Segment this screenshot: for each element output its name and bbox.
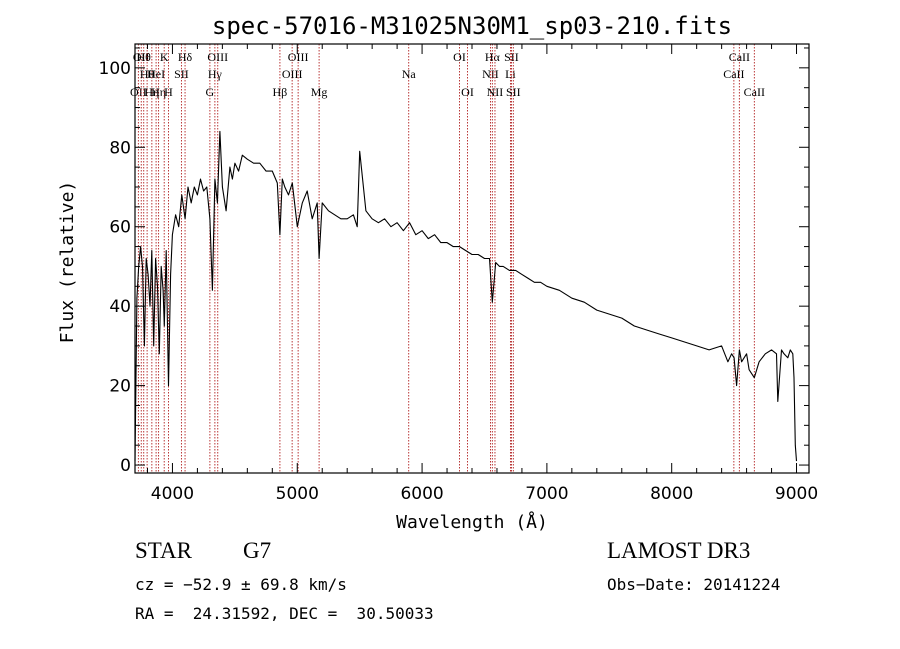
y-tick-label: 20: [109, 377, 131, 397]
obs-date-text: Obs−Date: 20141224: [607, 575, 781, 594]
coordinates-text: RA = 24.31592, DEC = 30.50033: [135, 604, 434, 623]
spectral-line-label: Hα: [485, 50, 501, 64]
spectral-line-label: CaII: [744, 85, 765, 99]
spectral-line-label: SII: [504, 50, 519, 64]
spectral-line-label: OI: [453, 50, 466, 64]
survey-name: LAMOST DR3: [607, 538, 751, 563]
spectral-line-label: Hθ: [140, 67, 155, 81]
object-subclass: G7: [243, 538, 272, 563]
spectral-line-label: Hγ: [208, 67, 223, 81]
spectral-line-label: OIII: [288, 50, 309, 64]
x-tick-label: 7000: [525, 484, 568, 504]
spectral-line-label: OII: [130, 85, 147, 99]
spectral-line-label: SII: [506, 85, 521, 99]
y-axis-label: Flux (relative): [57, 181, 78, 344]
x-tick-label: 6000: [400, 484, 443, 504]
plot-frame: [134, 43, 810, 474]
spectral-line-label: OII: [133, 50, 150, 64]
spectral-line-label: NII: [487, 85, 504, 99]
spectral-line-label: HeI: [147, 67, 165, 81]
x-tick-label: 8000: [650, 484, 693, 504]
spectral-line-label: Hβ: [273, 85, 288, 99]
spectral-line-label: OIII: [282, 67, 303, 81]
spectral-line-label: Hδ: [178, 50, 193, 64]
redshift-text: cz = −52.9 ± 69.8 km/s: [135, 575, 347, 594]
spectral-line-label: OI: [461, 85, 474, 99]
chart-title: spec-57016-M31025N30M1_sp03-210.fits: [212, 12, 732, 40]
spectrum-line: [134, 130, 798, 462]
spectral-line-label: K: [160, 50, 169, 64]
spectral-line-label: Hη: [144, 85, 159, 99]
spectral-line-label: Hη: [151, 85, 166, 99]
x-axis-label: Wavelength (Å): [396, 511, 548, 533]
spectral-line-label: Mg: [311, 85, 328, 99]
spectral-line-label: NII: [482, 67, 499, 81]
spectral-line-label: SII: [174, 67, 189, 81]
spectral-line-label: H: [164, 85, 173, 99]
x-tick-label: 9000: [775, 484, 818, 504]
y-tick-label: 0: [120, 456, 131, 476]
spectral-line-label: Li: [505, 67, 516, 81]
x-tick-label: 5000: [276, 484, 319, 504]
y-tick-label: 60: [109, 218, 131, 238]
object-class: STAR: [135, 538, 192, 563]
spectral-line-label: G: [206, 85, 215, 99]
y-tick-label: 80: [109, 138, 131, 158]
spectral-line-label: Na: [402, 67, 417, 81]
y-tick-label: 100: [99, 59, 131, 79]
spectral-line-label: OIII: [207, 50, 228, 64]
spectral-line-label: CaII: [729, 50, 750, 64]
x-tick-label: 4000: [151, 484, 194, 504]
spectral-line-label: CaII: [723, 67, 744, 81]
spectral-line-label: Hθ: [137, 50, 152, 64]
y-tick-label: 40: [109, 297, 131, 317]
